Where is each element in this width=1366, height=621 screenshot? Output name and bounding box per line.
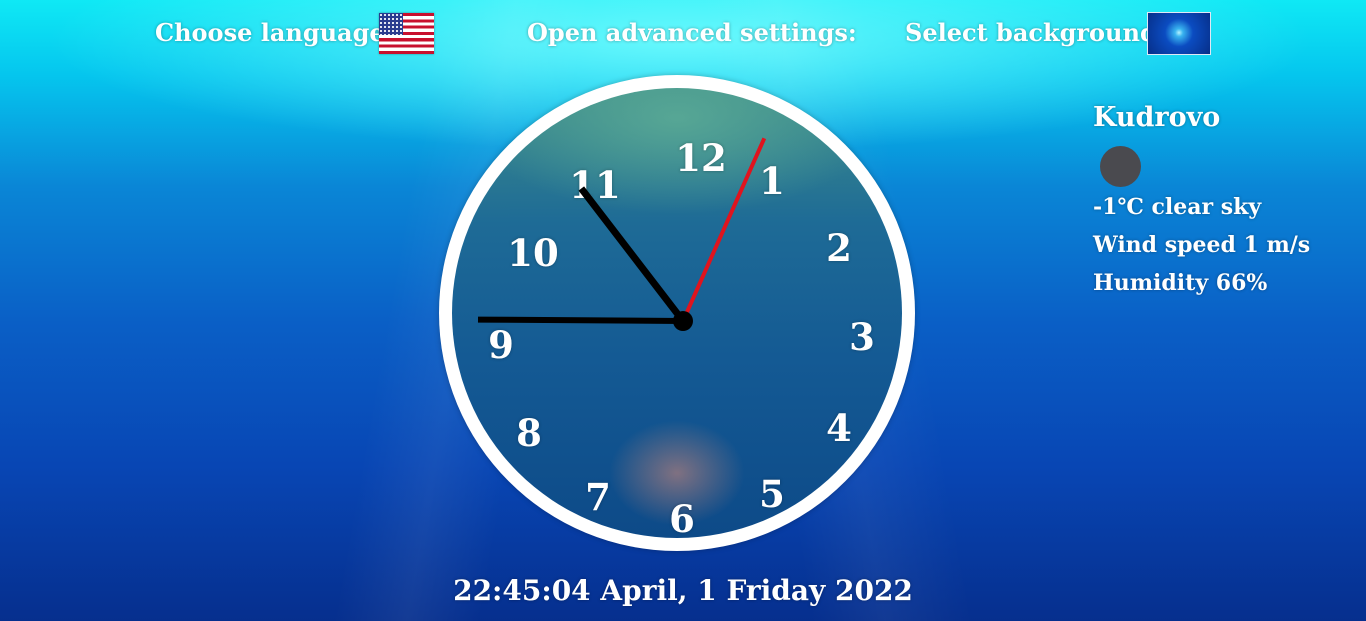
clock-numeral-9: 9 bbox=[471, 325, 531, 365]
clock-numeral-4: 4 bbox=[809, 408, 869, 448]
clear-sky-night-icon bbox=[1100, 146, 1141, 187]
weather-humidity: Humidity 66% bbox=[1093, 270, 1267, 296]
background-thumbnail-icon[interactable] bbox=[1147, 12, 1211, 55]
clock-numeral-11: 11 bbox=[565, 165, 625, 205]
clock-numeral-12: 12 bbox=[671, 138, 731, 178]
clock-numeral-1: 1 bbox=[742, 161, 802, 201]
clock-numeral-8: 8 bbox=[499, 413, 559, 453]
us-flag-icon[interactable] bbox=[379, 13, 434, 54]
clock-numeral-5: 5 bbox=[742, 474, 802, 514]
datetime-text: 22:45:04 April, 1 Friday 2022 bbox=[0, 574, 1366, 607]
choose-language-label[interactable]: Choose language bbox=[155, 18, 385, 47]
clock-numeral-6: 6 bbox=[652, 499, 712, 538]
analog-clock: 12 1 2 3 4 5 6 7 8 9 10 11 bbox=[439, 75, 915, 551]
clock-numeral-2: 2 bbox=[809, 228, 869, 268]
select-background-label[interactable]: Select background bbox=[905, 18, 1157, 47]
clock-face: 12 1 2 3 4 5 6 7 8 9 10 11 bbox=[452, 88, 902, 538]
clock-numeral-7: 7 bbox=[568, 477, 628, 517]
clock-numeral-10: 10 bbox=[503, 233, 563, 273]
flag-canton bbox=[379, 13, 403, 35]
weather-city: Kudrovo bbox=[1093, 102, 1220, 133]
clock-numeral-3: 3 bbox=[832, 317, 892, 357]
weather-wind-speed: Wind speed 1 m/s bbox=[1093, 232, 1310, 258]
weather-temperature: -1℃ clear sky bbox=[1093, 194, 1261, 220]
open-advanced-settings-button[interactable]: Open advanced settings: bbox=[527, 18, 857, 47]
